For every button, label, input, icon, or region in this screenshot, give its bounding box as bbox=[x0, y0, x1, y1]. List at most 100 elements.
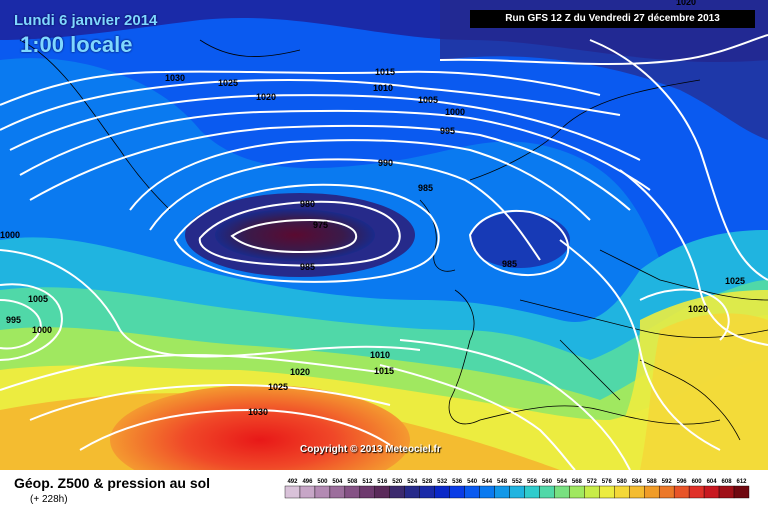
isobar-label: 1000 bbox=[445, 107, 465, 117]
isobar-label: 1025 bbox=[268, 382, 288, 392]
isobar-label: 1015 bbox=[374, 366, 394, 376]
legend-value: 600 bbox=[692, 479, 703, 485]
isobar-label: 1030 bbox=[165, 73, 185, 83]
isobar-label: 985 bbox=[502, 259, 517, 269]
legend-swatch bbox=[479, 485, 495, 499]
pressure-map: 1030 1025 1020 1015 1010 1005 1000 995 9… bbox=[0, 0, 768, 470]
legend-value: 564 bbox=[557, 479, 568, 485]
legend-swatch bbox=[688, 485, 705, 499]
legend-swatch bbox=[733, 485, 750, 499]
isobar-label: 985 bbox=[300, 262, 315, 272]
isobar-label: 1010 bbox=[370, 350, 390, 360]
legend-value: 508 bbox=[347, 479, 358, 485]
legend-value: 580 bbox=[617, 479, 628, 485]
coastlines bbox=[19, 39, 768, 441]
legend-value: 492 bbox=[287, 479, 298, 485]
isobar-label: 1025 bbox=[218, 78, 238, 88]
legend-value: 608 bbox=[722, 479, 733, 485]
legend-swatch bbox=[314, 485, 331, 499]
legend-value: 528 bbox=[422, 479, 433, 485]
map-title: Géop. Z500 & pression au sol bbox=[14, 475, 211, 491]
isobar-label: 1030 bbox=[248, 407, 268, 417]
legend-swatch bbox=[329, 485, 346, 499]
legend-value: 548 bbox=[497, 479, 508, 485]
forecast-lead-time: (+ 228h) bbox=[30, 494, 68, 505]
legend-value: 540 bbox=[467, 479, 478, 485]
legend-value: 576 bbox=[602, 479, 613, 485]
legend-swatch bbox=[629, 485, 645, 499]
legend-swatch bbox=[464, 485, 480, 499]
legend-swatch bbox=[389, 485, 405, 499]
legend-swatch bbox=[344, 485, 361, 499]
legend-value: 496 bbox=[302, 479, 313, 485]
legend-value: 612 bbox=[737, 479, 748, 485]
legend-swatch bbox=[404, 485, 420, 499]
legend-value: 592 bbox=[662, 479, 673, 485]
legend-swatch bbox=[539, 485, 555, 499]
legend-swatch bbox=[614, 485, 630, 499]
isobars bbox=[0, 34, 768, 470]
isobar-label: 1020 bbox=[676, 0, 696, 7]
isobar-label: 1005 bbox=[418, 95, 438, 105]
model-run-label: Run GFS 12 Z du Vendredi 27 décembre 201… bbox=[470, 10, 755, 28]
legend-swatch bbox=[449, 485, 465, 499]
copyright-text: Copyright © 2013 Meteociel.fr bbox=[300, 444, 441, 455]
legend-value: 500 bbox=[317, 479, 328, 485]
legend-swatch bbox=[673, 485, 690, 499]
legend-swatch bbox=[718, 485, 735, 499]
legend-swatch bbox=[644, 485, 660, 499]
isobar-label: 995 bbox=[6, 315, 21, 325]
legend-swatch bbox=[419, 485, 435, 499]
legend-swatch bbox=[599, 485, 615, 499]
isobar-label: 1010 bbox=[373, 83, 393, 93]
legend-swatch bbox=[703, 485, 720, 499]
legend-value: 584 bbox=[632, 479, 643, 485]
legend-swatch bbox=[284, 485, 301, 499]
legend-swatch bbox=[569, 485, 585, 499]
legend-swatch bbox=[509, 485, 525, 499]
legend-swatch bbox=[359, 485, 376, 499]
legend-value: 604 bbox=[707, 479, 718, 485]
isobar-label: 1015 bbox=[375, 67, 395, 77]
legend-swatch bbox=[584, 485, 600, 499]
legend-swatch bbox=[299, 485, 316, 499]
isobar-label: 1020 bbox=[256, 92, 276, 102]
legend-value: 552 bbox=[512, 479, 523, 485]
isobar-label: 995 bbox=[440, 126, 455, 136]
legend-value: 532 bbox=[437, 479, 448, 485]
isobar-label: 1005 bbox=[28, 294, 48, 304]
legend-swatch bbox=[658, 485, 675, 499]
legend-swatch bbox=[524, 485, 540, 499]
isobar-label: 1000 bbox=[32, 325, 52, 335]
isobar-label: 1020 bbox=[688, 304, 708, 314]
isobar-label: 1000 bbox=[0, 230, 20, 240]
forecast-date: Lundi 6 janvier 2014 bbox=[14, 12, 158, 29]
legend-value: 560 bbox=[542, 479, 553, 485]
isobar-label: 1025 bbox=[725, 276, 745, 286]
isobar-label: 975 bbox=[313, 220, 328, 230]
legend-swatch bbox=[494, 485, 510, 499]
legend-value: 520 bbox=[392, 479, 403, 485]
forecast-time: 1:00 locale bbox=[20, 32, 133, 57]
legend-value: 588 bbox=[647, 479, 658, 485]
geopotential-field bbox=[0, 0, 768, 470]
isobar-label: 990 bbox=[378, 158, 393, 168]
legend-swatch bbox=[434, 485, 450, 499]
legend-value: 536 bbox=[452, 479, 463, 485]
legend-swatch bbox=[374, 485, 390, 499]
legend-value: 516 bbox=[377, 479, 388, 485]
isobar-label: 980 bbox=[300, 199, 315, 209]
color-legend: 492 496 500 504 508 512 516 520 524 528 532 536 540 5… bbox=[284, 479, 750, 499]
isobar-label: 1020 bbox=[290, 367, 310, 377]
legend-value: 524 bbox=[407, 479, 418, 485]
isobar-label: 985 bbox=[418, 183, 433, 193]
legend-value: 556 bbox=[527, 479, 538, 485]
legend-swatch bbox=[554, 485, 570, 499]
isobar-labels: 1030 1025 1020 1015 1010 1005 1000 995 9… bbox=[0, 0, 745, 417]
legend-value: 568 bbox=[572, 479, 583, 485]
legend-value: 504 bbox=[332, 479, 343, 485]
legend-value: 572 bbox=[587, 479, 598, 485]
legend-value: 596 bbox=[677, 479, 688, 485]
legend-value: 544 bbox=[482, 479, 493, 485]
